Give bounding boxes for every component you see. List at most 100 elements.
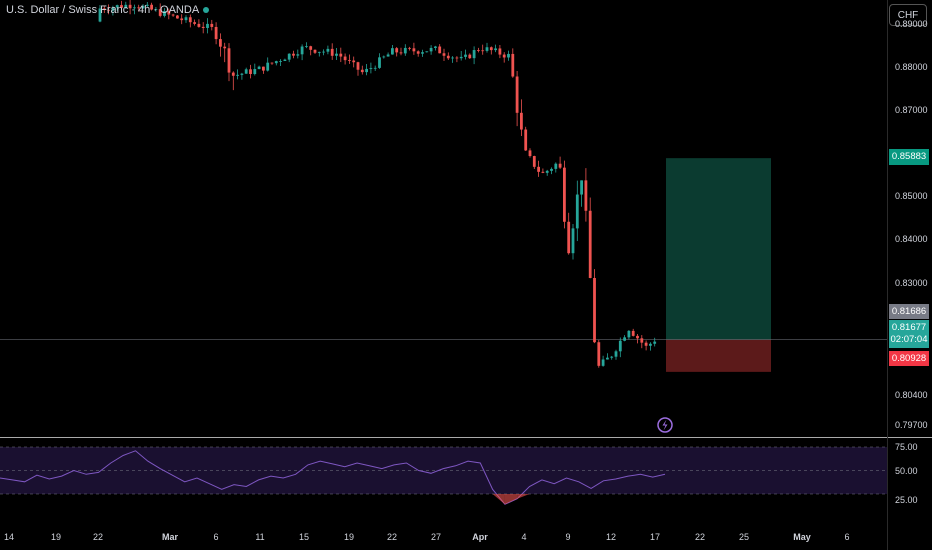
price-tick-label: 0.83000 [895, 277, 928, 288]
candle [348, 54, 351, 64]
time-tick-label: 6 [213, 532, 219, 542]
candle-body [180, 18, 184, 21]
candle [653, 337, 657, 347]
candle-body [472, 50, 476, 59]
candle-body [253, 69, 257, 75]
candle [98, 4, 102, 23]
time-tick-label: 25 [738, 532, 750, 542]
candle-body [408, 47, 411, 49]
candle-body [244, 69, 248, 74]
candle [360, 65, 364, 75]
candle [193, 19, 196, 26]
candle-body [528, 150, 532, 157]
candle-body [373, 67, 377, 69]
candle [446, 52, 450, 61]
candle [502, 52, 506, 63]
candle [236, 69, 239, 80]
candle [515, 71, 519, 127]
candle [640, 335, 644, 349]
candle [644, 340, 648, 351]
candle [593, 269, 596, 344]
candle-body [403, 47, 407, 54]
candle-body [421, 52, 424, 54]
candle-body [446, 55, 450, 59]
market-status-icon [203, 7, 210, 14]
candle-body [296, 54, 300, 56]
candle [356, 61, 360, 76]
candle-body [158, 9, 162, 16]
candle-body [210, 23, 214, 27]
candle [309, 45, 313, 56]
time-tick-label: 22 [92, 532, 104, 542]
symbol-title[interactable]: U.S. Dollar / Swiss Franc · 4h · OANDA [6, 4, 210, 16]
candle-body [365, 68, 368, 73]
price-tick-label: 0.80400 [895, 389, 928, 400]
candle-body [98, 8, 102, 22]
candle-body [498, 48, 502, 55]
candle-body [494, 48, 497, 51]
candle-body [511, 53, 515, 77]
candle-body [262, 66, 265, 71]
candle-body [649, 343, 652, 346]
candle [532, 155, 536, 170]
candle-body [279, 61, 282, 62]
candle [180, 14, 184, 25]
stop-zone [666, 339, 771, 372]
candle-body [631, 330, 635, 336]
price-tick-label: 0.87000 [895, 104, 928, 115]
candle [107, 4, 110, 15]
candle-body [442, 53, 446, 56]
candle [154, 6, 158, 12]
candle-body [197, 23, 201, 27]
candle [249, 64, 252, 79]
candle-body [206, 23, 209, 28]
time-tick-label: Mar [161, 532, 179, 542]
lightning-icon[interactable] [657, 417, 673, 433]
candle [231, 71, 235, 91]
candle-body [309, 46, 313, 50]
candle [455, 56, 459, 63]
position-zones[interactable] [666, 158, 771, 372]
candle-body [317, 51, 321, 53]
candle [391, 44, 394, 55]
candle [171, 13, 175, 17]
time-tick-label: 6 [844, 532, 850, 542]
candle-body [231, 72, 235, 76]
candle [507, 50, 510, 61]
candle-body [150, 4, 153, 10]
time-tick-label: 4 [521, 532, 527, 542]
candle-body [227, 48, 231, 73]
candle [623, 335, 626, 342]
candle-body [610, 356, 614, 358]
candle [352, 56, 356, 68]
candle-body [489, 47, 493, 51]
candle [287, 53, 291, 63]
candle-body [545, 170, 549, 173]
candle [520, 99, 523, 137]
candle-body [335, 53, 338, 56]
candle [167, 8, 171, 20]
currency-button[interactable]: CHF [889, 4, 927, 26]
candle-body [274, 61, 278, 64]
candle-body [240, 73, 244, 75]
candle [408, 46, 411, 51]
candle [115, 4, 119, 11]
candle-body [249, 69, 252, 75]
candle-body [283, 59, 287, 62]
candle [102, 5, 106, 14]
candle-body [640, 338, 644, 343]
candle [373, 65, 377, 71]
candle [296, 49, 300, 59]
candle-body [515, 76, 519, 113]
candle [618, 337, 622, 358]
candle-body [588, 210, 592, 278]
candle [481, 44, 485, 55]
candle-body [434, 46, 437, 48]
time-tick-label: 19 [50, 532, 62, 542]
candle [369, 62, 373, 74]
candle-body [214, 26, 218, 40]
candle [412, 42, 416, 55]
candle-body [305, 46, 308, 48]
candle [313, 49, 317, 54]
